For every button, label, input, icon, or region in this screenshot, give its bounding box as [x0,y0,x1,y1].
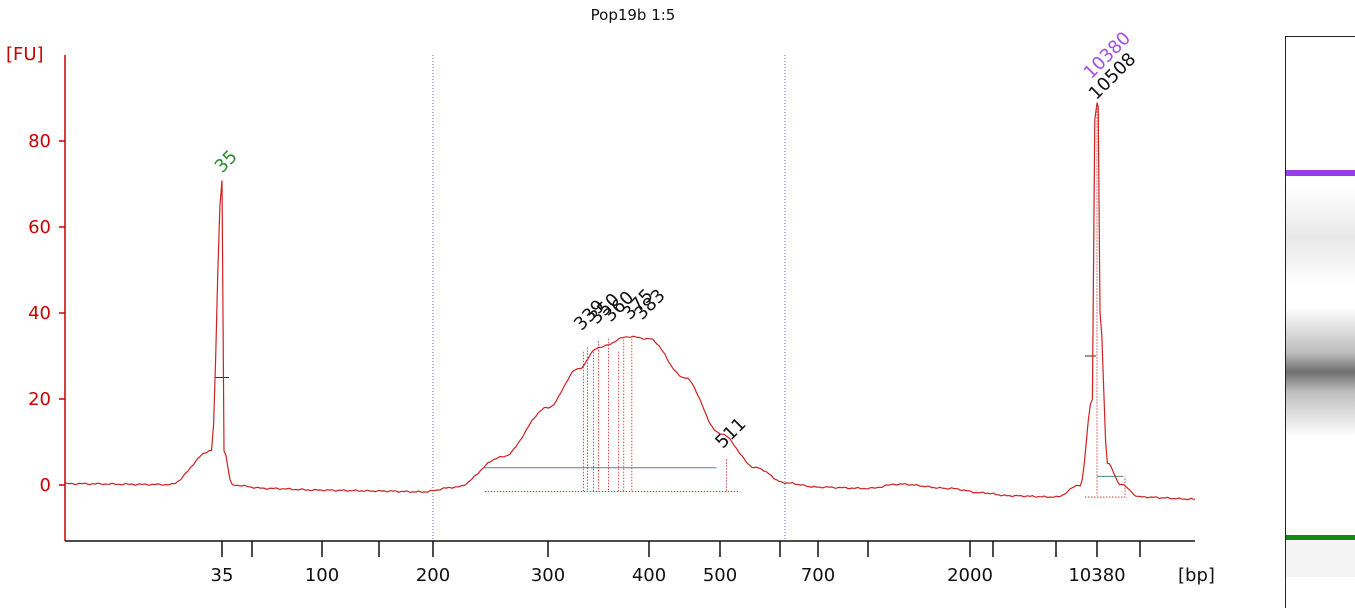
gel-lower-band-region [1286,539,1355,577]
x-tick-label-100: 100 [305,565,339,586]
series-trace [64,102,1195,501]
gel-sample-smear [1286,307,1355,437]
x-tick-label-500: 500 [703,565,737,586]
chart-title: Pop19b 1:5 [591,6,676,24]
x-tick-label-400: 400 [632,565,666,586]
y-tick-label-0: 0 [40,475,51,496]
peak-label-511: 511 [711,414,750,453]
gel-upper-marker-band [1286,170,1355,176]
x-tick-label-200: 200 [416,565,450,586]
peak-regions [215,102,1126,498]
upper-marker-region [1085,476,1126,498]
x-tick-label-700: 700 [801,565,835,586]
gel-image [1285,36,1355,608]
region-markers [432,55,786,541]
x-axis-label: [bp] [1178,565,1215,586]
x-tick-label-10380: 10380 [1068,565,1125,586]
gel-lower-marker-band [1286,535,1355,540]
y-axis-label: [FU] [6,44,44,65]
y-tick-label-60: 60 [28,217,51,238]
electropherogram-chart: Pop19b 1:5 0 20 40 60 80 35 100 200 300 400 500 700… [6,6,1215,586]
y-tick-label-20: 20 [28,389,51,410]
x-tick-label-300: 300 [531,565,565,586]
peak-label-35: 35 [211,146,242,177]
x-tick-label-35: 35 [211,565,234,586]
gel-lane [1286,37,1355,577]
axes: 0 20 40 60 80 35 100 200 300 400 500 700 2000 10380 [28,55,1195,586]
y-tick-label-40: 40 [28,303,51,324]
x-tick-label-2000: 2000 [947,565,993,586]
y-tick-label-80: 80 [28,131,51,152]
gel-upper-smear [1286,187,1355,287]
